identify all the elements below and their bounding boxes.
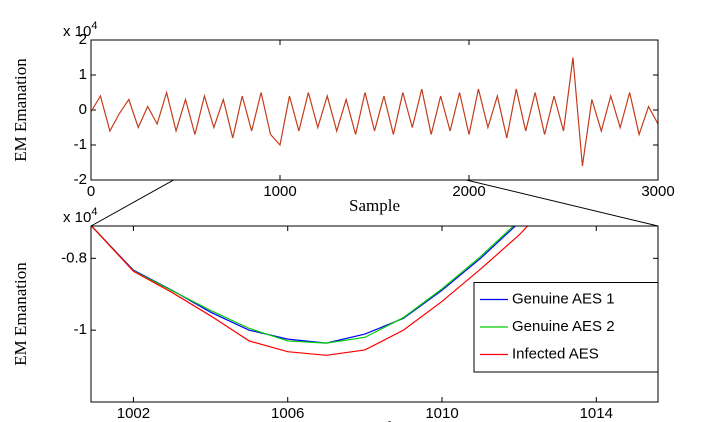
multiplier-base: x 10	[63, 23, 91, 40]
plot-area	[91, 40, 658, 180]
data-line	[91, 226, 529, 356]
data-line	[91, 57, 658, 167]
y-multiplier: x 104	[63, 20, 97, 40]
multiplier-base: x 10	[63, 209, 91, 226]
y-axis-label: EM Emanation	[11, 262, 30, 366]
x-tick-label: 1002	[117, 405, 150, 422]
x-tick-label: 1006	[271, 405, 304, 422]
y-multiplier: x 104	[63, 206, 97, 226]
x-tick-label: 1014	[580, 405, 613, 422]
legend-label: Genuine AES 2	[512, 318, 615, 335]
y-tick-label: -1	[74, 136, 87, 153]
y-tick-label: -0.8	[61, 249, 87, 266]
x-axis-label: Sample	[349, 196, 400, 215]
legend-label: Infected AES	[512, 345, 599, 362]
x-tick-label: 2000	[452, 183, 485, 200]
y-tick-label: -1	[74, 321, 87, 338]
multiplier-exponent: 4	[91, 206, 97, 218]
x-tick-label: 1000	[263, 183, 296, 200]
y-tick-label: 0	[79, 101, 87, 118]
legend-label: Genuine AES 1	[512, 290, 615, 307]
y-tick-label: 2	[79, 31, 87, 48]
y-axis-label: EM Emanation	[11, 58, 30, 162]
y-tick-label: 1	[79, 66, 87, 83]
x-tick-label: 0	[87, 183, 95, 200]
multiplier-exponent: 4	[91, 20, 97, 32]
x-tick-label: 3000	[641, 183, 674, 200]
x-axis-label: Sample	[349, 418, 400, 422]
y-tick-label: -2	[74, 171, 87, 188]
axes-frame	[90, 39, 659, 181]
x-tick-label: 1010	[425, 405, 458, 422]
